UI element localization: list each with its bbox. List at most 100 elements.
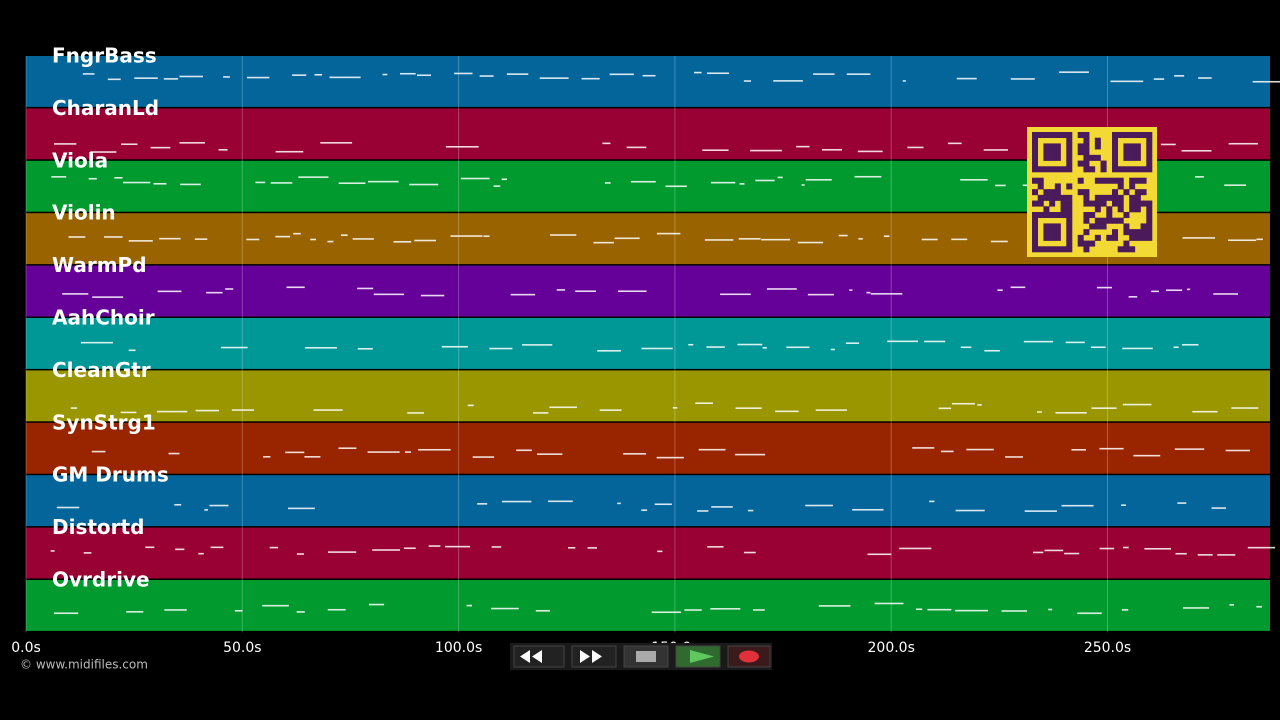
note xyxy=(1181,343,1199,346)
qr-module xyxy=(1129,206,1136,213)
note xyxy=(739,183,745,185)
note xyxy=(940,450,954,453)
note xyxy=(293,232,301,235)
qr-module xyxy=(1140,200,1147,207)
note xyxy=(1197,554,1213,556)
note xyxy=(400,72,416,75)
note xyxy=(409,183,439,186)
qr-module xyxy=(1134,143,1141,150)
qr-module xyxy=(1123,143,1130,150)
qr-module xyxy=(1123,246,1130,253)
note xyxy=(404,451,412,453)
note xyxy=(581,77,600,80)
note xyxy=(310,238,316,241)
note xyxy=(1122,403,1152,406)
note xyxy=(907,146,924,149)
note xyxy=(320,142,353,144)
qr-module xyxy=(1106,206,1113,213)
qr-module xyxy=(1112,166,1119,173)
note xyxy=(352,238,374,240)
note xyxy=(762,347,767,349)
track-name: Viola xyxy=(52,148,108,172)
note xyxy=(163,78,179,80)
qr-module xyxy=(1083,137,1090,144)
qr-module xyxy=(1032,149,1039,156)
qr-module xyxy=(1083,240,1090,247)
qr-module xyxy=(1037,177,1044,184)
note xyxy=(777,176,783,179)
qr-module xyxy=(1032,177,1039,184)
note xyxy=(298,176,329,178)
qr-module xyxy=(1054,246,1061,253)
qr-module xyxy=(1037,246,1044,253)
note xyxy=(466,604,473,607)
note xyxy=(947,142,962,145)
qr-module xyxy=(1032,246,1039,253)
note xyxy=(852,508,884,511)
forward-button[interactable] xyxy=(571,645,617,668)
qr-module xyxy=(1037,194,1044,201)
note xyxy=(107,78,121,81)
qr-module xyxy=(1112,143,1119,150)
track-lane xyxy=(26,265,1270,317)
note xyxy=(761,238,791,241)
note xyxy=(296,553,305,555)
qr-module xyxy=(1123,229,1130,236)
note xyxy=(747,509,754,512)
rewind-button[interactable] xyxy=(513,645,565,668)
note xyxy=(797,241,824,244)
record-button[interactable] xyxy=(727,645,771,668)
qr-module xyxy=(1146,154,1153,161)
note xyxy=(460,177,490,180)
qr-module xyxy=(1089,200,1096,207)
qr-module xyxy=(1043,166,1050,173)
note xyxy=(247,76,270,79)
note xyxy=(915,608,923,611)
note xyxy=(104,236,123,238)
qr-module xyxy=(1134,154,1141,161)
stop-button[interactable] xyxy=(623,645,669,668)
note xyxy=(990,240,1008,243)
qr-module xyxy=(1134,132,1141,139)
qr-module xyxy=(1117,177,1124,184)
note xyxy=(866,291,871,294)
qr-module xyxy=(1049,189,1056,196)
note xyxy=(275,150,304,153)
qr-module xyxy=(1112,189,1119,196)
note xyxy=(134,77,158,79)
note xyxy=(737,343,763,346)
note xyxy=(231,409,255,411)
note xyxy=(623,453,647,455)
play-button[interactable] xyxy=(675,645,721,668)
note xyxy=(870,293,903,295)
note xyxy=(305,346,337,349)
note xyxy=(1005,456,1024,458)
note xyxy=(218,148,228,151)
qr-module xyxy=(1066,137,1073,144)
qr-module xyxy=(1112,217,1119,224)
qr-module xyxy=(1060,206,1067,213)
qr-module xyxy=(1112,160,1119,167)
qr-module xyxy=(1077,189,1084,196)
qr-module xyxy=(1032,137,1039,144)
note xyxy=(445,145,479,148)
note xyxy=(483,235,490,238)
note xyxy=(1064,552,1080,555)
qr-module xyxy=(1032,132,1039,139)
note xyxy=(489,347,513,350)
note xyxy=(368,180,399,183)
qr-module xyxy=(1032,212,1039,219)
track-name: SynStrg1 xyxy=(52,410,156,434)
qr-module xyxy=(1146,166,1153,173)
qr-module xyxy=(1123,132,1130,139)
qr-module xyxy=(1140,234,1147,241)
note xyxy=(535,610,550,612)
qr-module xyxy=(1117,132,1124,139)
note xyxy=(1174,448,1205,450)
note xyxy=(693,71,702,74)
note xyxy=(493,185,501,187)
qr-module xyxy=(1134,194,1141,201)
qr-module xyxy=(1146,206,1153,213)
qr-module xyxy=(1129,194,1136,201)
track-name: FngrBass xyxy=(52,44,157,68)
